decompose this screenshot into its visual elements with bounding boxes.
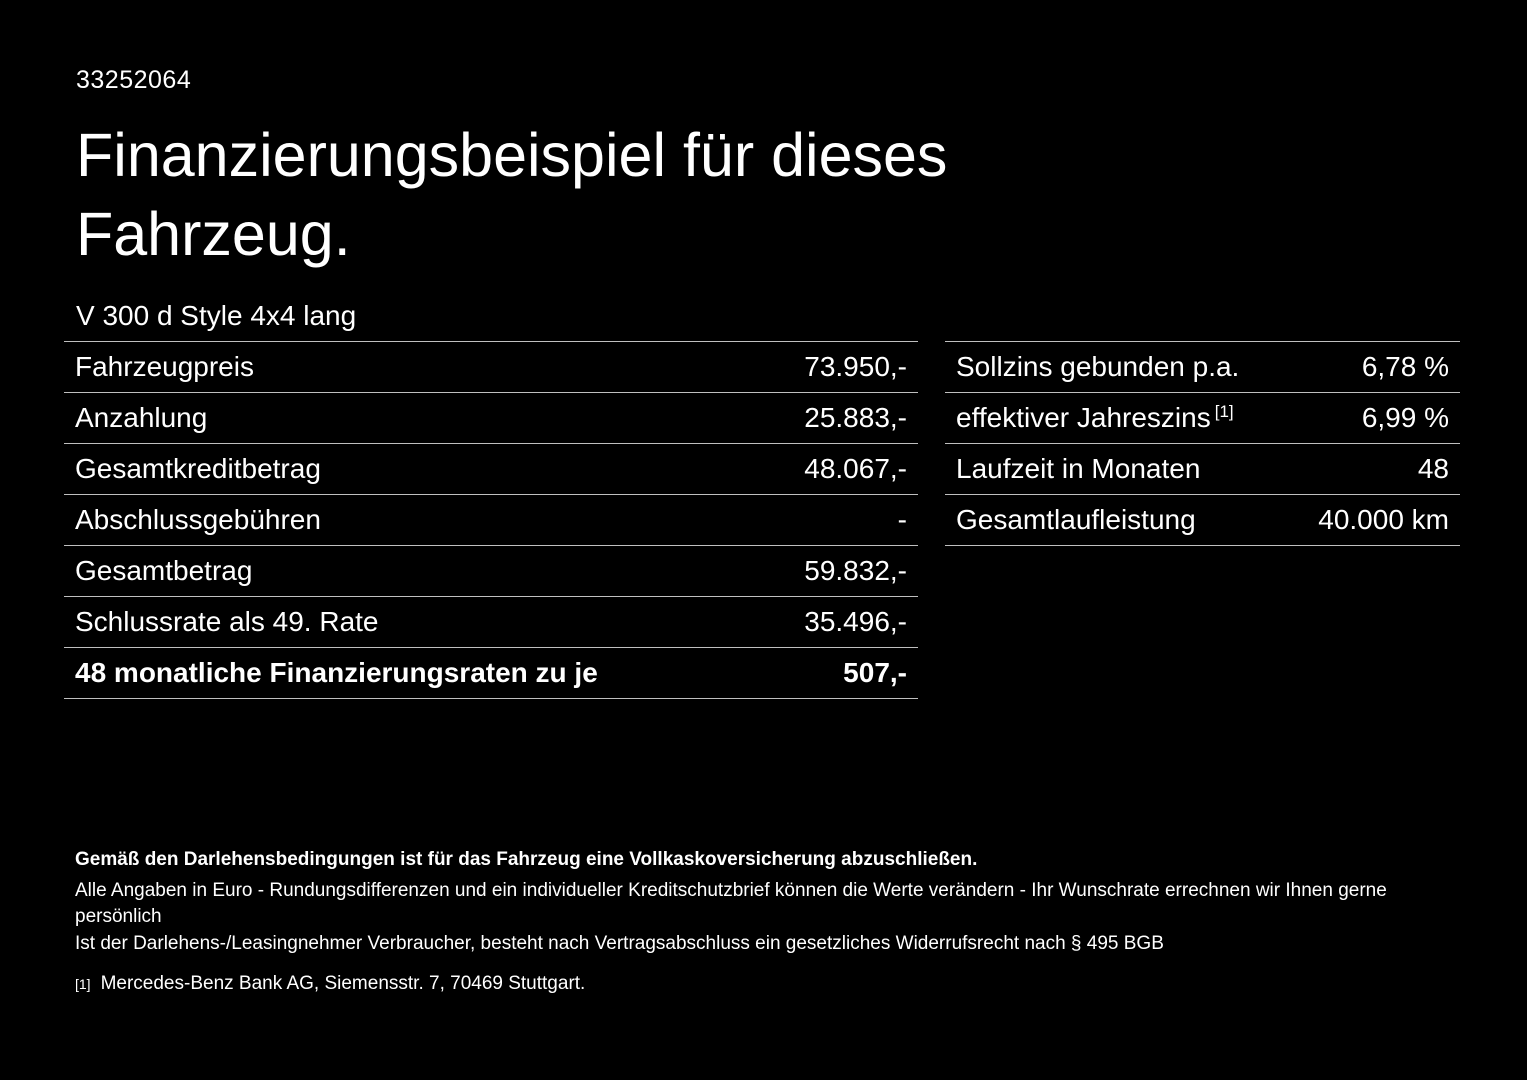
table-row: Abschlussgebühren - [64,494,918,545]
row-value: 73.950,- [804,351,907,382]
row-label: effektiver Jahreszins [1] [956,402,1234,434]
row-value: 40.000 km [1318,504,1449,535]
row-value: 48.067,- [804,453,907,484]
row-label-text: effektiver Jahreszins [956,402,1211,433]
conditions-table: Sollzins gebunden p.a. 6,78 % effektiver… [945,341,1460,546]
table-row: Gesamtbetrag 59.832,- [64,545,918,596]
row-value: - [897,504,907,535]
row-value: 6,99 % [1361,402,1449,433]
euro-note: Alle Angaben in Euro - Rundungsdifferenz… [75,879,1387,928]
finance-table: Fahrzeugpreis 73.950,- Anzahlung 25.883,… [64,341,918,699]
row-label: Gesamtlaufleistung [956,504,1196,535]
document-id: 33252064 [76,66,192,94]
insurance-note: Gemäß den Darlehensbedingungen ist für d… [75,849,978,870]
table-row: Schlussrate als 49. Rate 35.496,- [64,596,918,647]
row-label: 48 monatliche Finanzierungsraten zu je [75,657,598,688]
table-row: Laufzeit in Monaten 48 [945,443,1460,494]
vehicle-model: V 300 d Style 4x4 lang [76,300,357,331]
table-row: effektiver Jahreszins [1] 6,99 % [945,392,1460,443]
table-row-monthly-rate: 48 monatliche Finanzierungsraten zu je 5… [64,647,918,698]
footnote-ref: [1] [1214,401,1234,421]
row-label: Fahrzeugpreis [75,351,254,382]
footnote-text: Mercedes-Benz Bank AG, Siemensstr. 7, 70… [100,973,586,994]
page-title: Finanzierungsbeispiel für dieses Fahrzeu… [76,121,948,268]
row-label: Sollzins gebunden p.a. [956,351,1240,382]
row-value: 6,78 % [1361,351,1449,382]
table-row: Anzahlung 25.883,- [64,392,918,443]
row-value: 35.496,- [804,606,907,637]
row-label: Gesamtkreditbetrag [75,453,321,484]
row-value: 507,- [843,657,907,688]
table-row: Gesamtlaufleistung 40.000 km [945,494,1460,545]
row-value: 25.883,- [804,402,907,433]
footnote-marker: [1] [75,976,91,992]
withdrawal-note: Ist der Darlehens-/Leasingnehmer Verbrau… [75,932,1164,954]
row-value: 48 [1417,453,1449,484]
row-label: Gesamtbetrag [75,555,253,586]
table-row: Sollzins gebunden p.a. 6,78 % [945,341,1460,392]
table-row: Gesamtkreditbetrag 48.067,- [64,443,918,494]
legal-footer: Gemäß den Darlehensbedingungen ist für d… [75,847,1465,998]
row-value: 59.832,- [804,555,907,586]
row-label: Laufzeit in Monaten [956,453,1201,484]
bank-footnote: [1] Mercedes-Benz Bank AG, Siemensstr. 7,… [75,971,1465,998]
table-row: Fahrzeugpreis 73.950,- [64,341,918,392]
row-label: Abschlussgebühren [75,504,321,535]
row-label: Anzahlung [75,402,208,433]
row-label: Schlussrate als 49. Rate [75,606,379,637]
